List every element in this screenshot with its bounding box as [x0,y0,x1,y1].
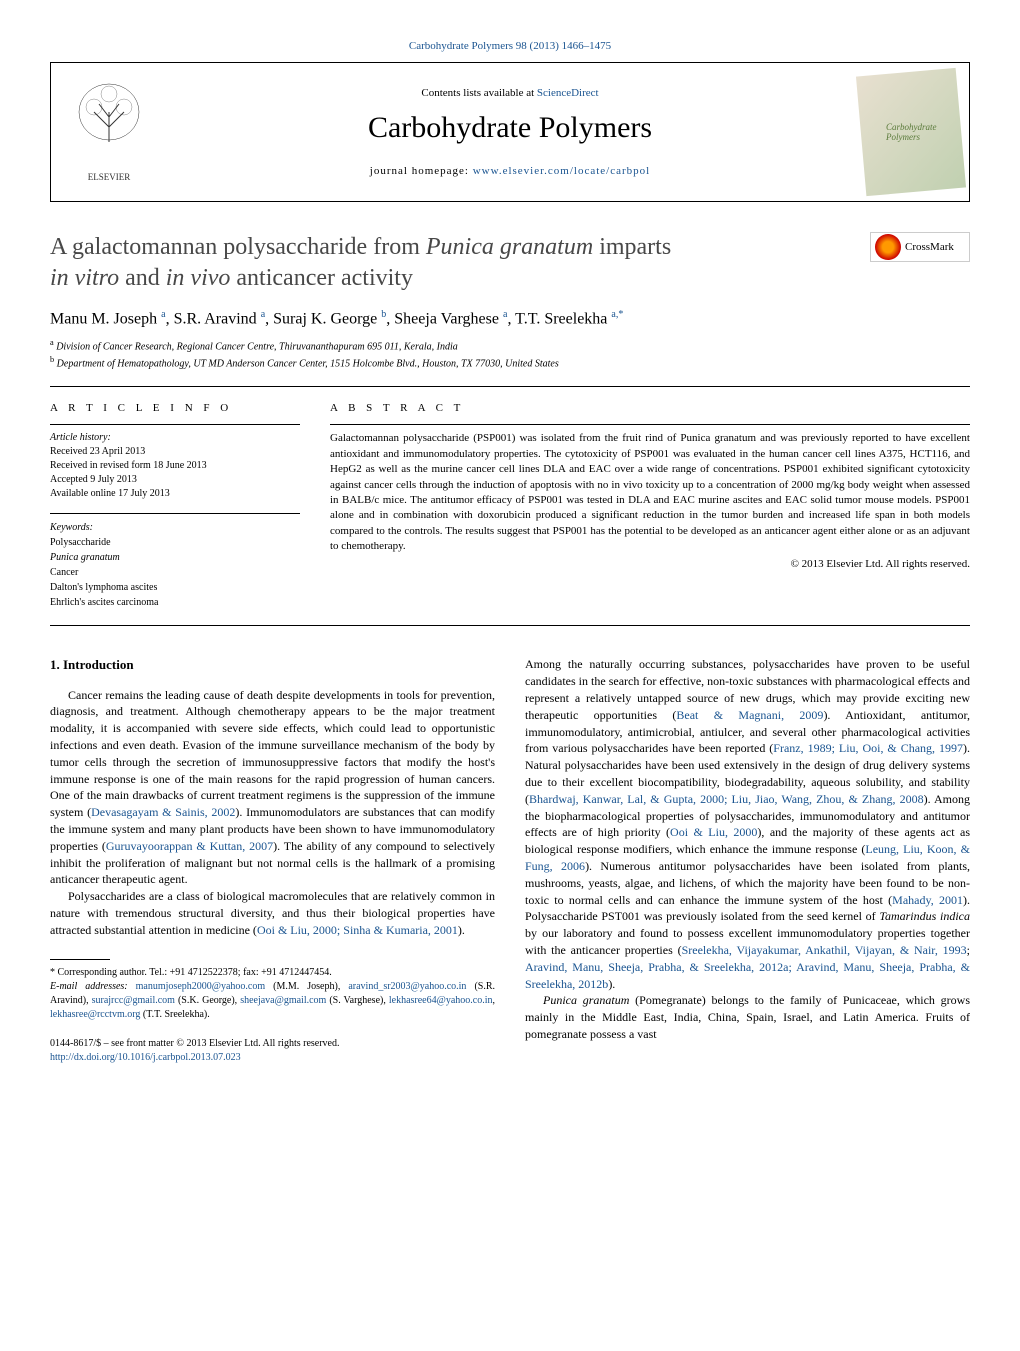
page-container: Carbohydrate Polymers 98 (2013) 1466–147… [0,0,1020,1105]
keyword-1: Punica granatum [50,550,300,565]
email-5[interactable]: lekhasree@rcctvm.org [50,1009,140,1020]
copyright-line: © 2013 Elsevier Ltd. All rights reserved… [330,558,970,570]
contents-list-line: Contents lists available at ScienceDirec… [159,87,861,99]
crossmark-label: CrossMark [905,241,954,253]
footnotes: * Corresponding author. Tel.: +91 471252… [50,966,495,1022]
ref-guruvayoorappan[interactable]: Guruvayoorappan & Kuttan, 2007 [106,839,273,853]
history-2: Accepted 9 July 2013 [50,473,300,487]
article-info-heading: A R T I C L E I N F O [50,402,300,414]
ref-sreelekha[interactable]: Sreelekha, Vijayakumar, Ankathil, Vijaya… [682,943,967,957]
homepage-link-line: journal homepage: www.elsevier.com/locat… [159,165,861,177]
ref-ooi[interactable]: Ooi & Liu, 2000; Sinha & Kumaria, 2001 [257,923,458,937]
keyword-2: Cancer [50,565,300,580]
crossmark-icon [875,234,901,260]
authors-line: Manu M. Joseph a, S.R. Aravind a, Suraj … [50,309,970,328]
keywords-label: Keywords: [50,520,300,535]
email-4[interactable]: lekhasree64@yahoo.co.in [389,995,493,1006]
info-abstract-row: A R T I C L E I N F O Article history: R… [50,402,970,610]
intro-heading: 1. Introduction [50,656,495,674]
column-left: 1. Introduction Cancer remains the leadi… [50,656,495,1064]
col2-p1: Among the naturally occurring substances… [525,656,970,992]
citation-header: Carbohydrate Polymers 98 (2013) 1466–147… [50,40,970,52]
article-info: A R T I C L E I N F O Article history: R… [50,402,300,610]
doi-link[interactable]: http://dx.doi.org/10.1016/j.carbpol.2013… [50,1052,241,1063]
keyword-3: Dalton's lymphoma ascites [50,580,300,595]
article-title: A galactomannan polysaccharide from Puni… [50,232,850,294]
crossmark-badge[interactable]: CrossMark [870,232,970,262]
history-1: Received in revised form 18 June 2013 [50,459,300,473]
column-right: Among the naturally occurring substances… [525,656,970,1064]
ref-franz[interactable]: Franz, 1989; Liu, Ooi, & Chang, 1997 [773,741,963,755]
journal-cover-thumb: CarbohydratePolymers [856,68,966,196]
masthead: ELSEVIER Contents lists available at Sci… [50,62,970,202]
keyword-0: Polysaccharide [50,535,300,550]
ref-bhardwaj[interactable]: Bhardwaj, Kanwar, Lal, & Gupta, 2000; Li… [529,792,924,806]
homepage-url[interactable]: www.elsevier.com/locate/carbpol [473,165,651,177]
ref-beat[interactable]: Beat & Magnani, 2009 [676,708,823,722]
affiliation-a: Division of Cancer Research, Regional Ca… [56,341,458,352]
publisher-logo: ELSEVIER [59,72,159,192]
ref-aravind[interactable]: Aravind, Manu, Sheeja, Prabha, & Sreelek… [525,960,970,991]
email-2[interactable]: surajrcc@gmail.com [92,995,175,1006]
intro-p2: Polysaccharides are a class of biologica… [50,888,495,938]
publisher-name: ELSEVIER [88,172,131,182]
history-0: Received 23 April 2013 [50,445,300,459]
masthead-center: Contents lists available at ScienceDirec… [159,87,861,177]
corresponding-author: * Corresponding author. Tel.: +91 471252… [50,966,495,980]
ref-devasagayam[interactable]: Devasagayam & Sainis, 2002 [91,805,235,819]
ref-ooi2[interactable]: Ooi & Liu, 2000 [670,825,757,839]
email-addresses: E-mail addresses: manumjoseph2000@yahoo.… [50,980,495,1022]
body-content: 1. Introduction Cancer remains the leadi… [50,656,970,1064]
history-label: Article history: [50,431,300,445]
email-3[interactable]: sheejava@gmail.com [240,995,326,1006]
issn-line: 0144-8617/$ – see front matter © 2013 El… [50,1037,495,1051]
intro-p1: Cancer remains the leading cause of deat… [50,687,495,889]
abstract: A B S T R A C T Galactomannan polysaccha… [330,402,970,610]
abstract-text: Galactomannan polysaccharide (PSP001) wa… [330,431,970,554]
affiliation-b: Department of Hematopathology, UT MD And… [57,358,559,369]
title-row: A galactomannan polysaccharide from Puni… [50,232,970,294]
email-0[interactable]: manumjoseph2000@yahoo.com [136,981,265,992]
tree-icon [74,82,144,172]
affiliations: a Division of Cancer Research, Regional … [50,337,970,372]
history-3: Available online 17 July 2013 [50,487,300,501]
keyword-4: Ehrlich's ascites carcinoma [50,595,300,610]
sciencedirect-link[interactable]: ScienceDirect [537,87,599,99]
col2-p2: Punica granatum (Pomegranate) belongs to… [525,992,970,1042]
abstract-heading: A B S T R A C T [330,402,970,414]
journal-name: Carbohydrate Polymers [159,111,861,145]
ref-mahady[interactable]: Mahady, 2001 [892,893,963,907]
bottom-matter: 0144-8617/$ – see front matter © 2013 El… [50,1037,495,1065]
email-1[interactable]: aravind_sr2003@yahoo.co.in [348,981,466,992]
